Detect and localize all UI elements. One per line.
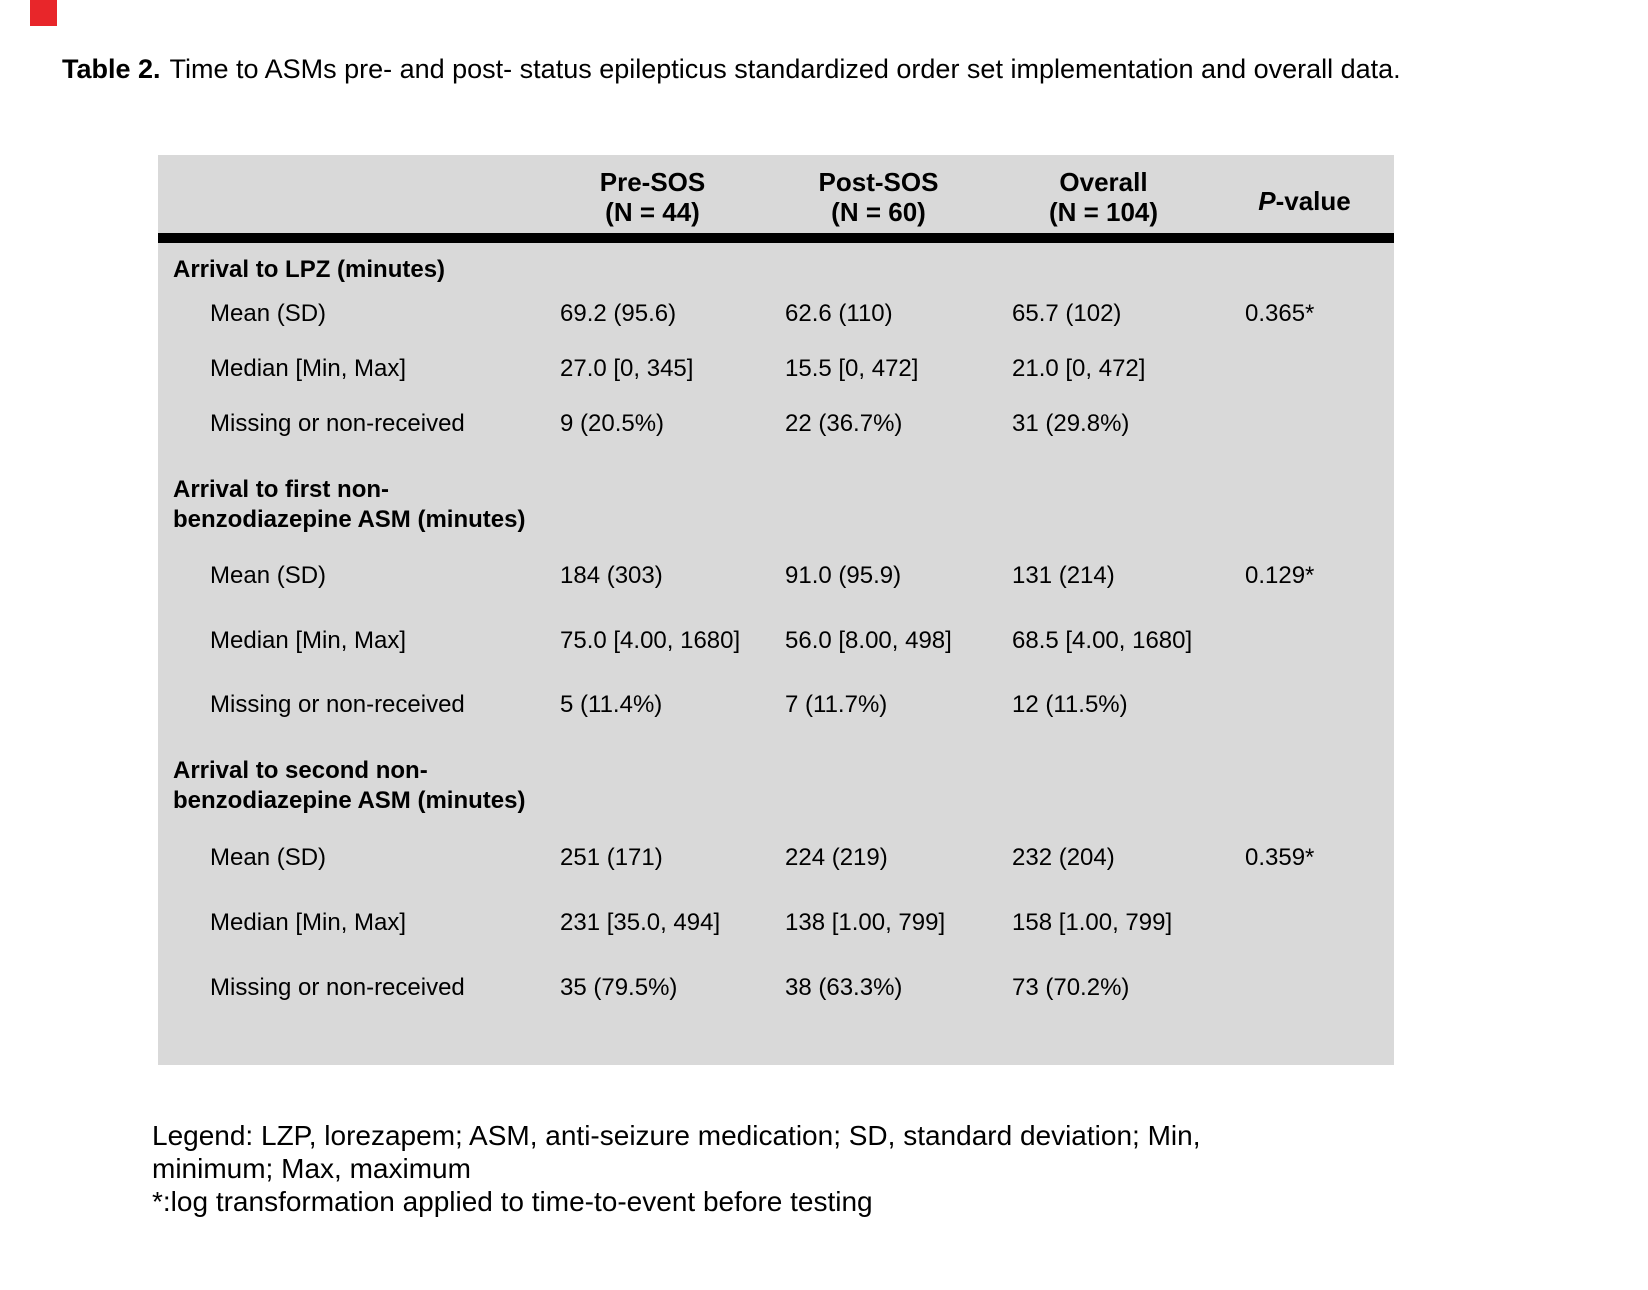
cell-overall: 131 (214): [1012, 562, 1115, 589]
cell-post-sos: 91.0 (95.9): [785, 562, 902, 589]
cell-post-sos: 224 (219): [785, 844, 888, 871]
column-header-pre-sos: Pre-SOS (N = 44): [540, 155, 765, 233]
cell-pvalue: [1215, 411, 1394, 437]
pvalue-rest: -value: [1275, 186, 1351, 216]
table-header-row: Pre-SOS (N = 44) Post-SOS (N = 60) Overa…: [158, 155, 1394, 233]
row-label: Missing or non-received: [210, 410, 465, 437]
cell-pvalue: [1215, 692, 1394, 718]
cell-pre-sos: 27.0 [0, 345]: [560, 355, 694, 382]
cell-pre-sos: 184 (303): [560, 562, 663, 589]
section-title-arrival-lpz: Arrival to LPZ (minutes): [173, 256, 446, 283]
section-title-line2: benzodiazepine ASM (minutes): [173, 506, 526, 533]
table-row: Missing or non-received 9 (20.5%) 22 (36…: [158, 411, 1394, 437]
table-row: Mean (SD) 69.2 (95.6) 62.6 (110) 65.7 (1…: [158, 301, 1394, 327]
table-row: Median [Min, Max] 231 [35.0, 494] 138 [1…: [158, 910, 1394, 936]
table-row: Missing or non-received 5 (11.4%) 7 (11.…: [158, 692, 1394, 718]
cell-post-sos: 7 (11.7%): [785, 691, 888, 718]
row-label: Mean (SD): [210, 300, 327, 327]
cell-pre-sos: 5 (11.4%): [560, 691, 663, 718]
cell-pvalue: 0.129*: [1245, 562, 1315, 589]
cell-pvalue: [1215, 356, 1394, 382]
red-highlight-marker: [30, 0, 57, 26]
cell-pre-sos: 35 (79.5%): [560, 974, 678, 1001]
section-title-first-asm: Arrival to first non- benzodiazepine ASM…: [158, 475, 1394, 535]
column-header-empty: [158, 155, 540, 233]
table-legend: Legend: LZP, lorezapem; ASM, anti-seizur…: [152, 1119, 1452, 1218]
cell-pre-sos: 251 (171): [560, 844, 663, 871]
table-row: Median [Min, Max] 27.0 [0, 345] 15.5 [0,…: [158, 356, 1394, 382]
row-label: Mean (SD): [210, 562, 327, 589]
cell-pre-sos: 75.0 [4.00, 1680]: [560, 627, 741, 654]
column-header-pre-sos-name: Pre-SOS: [599, 167, 706, 197]
legend-line-1: Legend: LZP, lorezapem; ASM, anti-seizur…: [152, 1120, 1201, 1151]
column-header-post-sos-n: (N = 60): [831, 197, 926, 227]
table-body: Arrival to LPZ (minutes) Mean (SD) 69.2 …: [158, 257, 1394, 1001]
cell-post-sos: 62.6 (110): [785, 300, 893, 327]
cell-overall: 158 [1.00, 799]: [1012, 909, 1173, 936]
cell-overall: 68.5 [4.00, 1680]: [1012, 627, 1193, 654]
table-row: Median [Min, Max] 75.0 [4.00, 1680] 56.0…: [158, 628, 1394, 654]
column-header-post-sos-name: Post-SOS: [818, 167, 939, 197]
row-label: Mean (SD): [210, 844, 327, 871]
cell-pvalue: 0.365*: [1245, 300, 1315, 327]
cell-post-sos: 38 (63.3%): [785, 974, 903, 1001]
table-row: Missing or non-received 35 (79.5%) 38 (6…: [158, 975, 1394, 1001]
cell-overall: 31 (29.8%): [1012, 410, 1130, 437]
cell-post-sos: 138 [1.00, 799]: [785, 909, 946, 936]
cell-pvalue: 0.359*: [1245, 844, 1315, 871]
data-table: Pre-SOS (N = 44) Post-SOS (N = 60) Overa…: [158, 155, 1394, 1065]
legend-line-2: minimum; Max, maximum: [152, 1153, 471, 1184]
column-header-pvalue-label: P-value: [1215, 186, 1394, 216]
cell-overall: 21.0 [0, 472]: [1012, 355, 1146, 382]
section-title-line1: Arrival to first non-: [173, 476, 390, 503]
column-header-pvalue: P-value: [1215, 155, 1394, 233]
table-caption: Table 2. Time to ASMs pre- and post- stat…: [62, 54, 1502, 84]
row-label: Median [Min, Max]: [210, 627, 407, 654]
cell-post-sos: 15.5 [0, 472]: [785, 355, 919, 382]
section-title-second-asm: Arrival to second non- benzodiazepine AS…: [158, 756, 1394, 816]
table-row: Mean (SD) 184 (303) 91.0 (95.9) 131 (214…: [158, 563, 1394, 589]
cell-pvalue: [1215, 910, 1394, 936]
cell-overall: 73 (70.2%): [1012, 974, 1130, 1001]
cell-overall: 232 (204): [1012, 844, 1115, 871]
row-label: Missing or non-received: [210, 691, 465, 718]
cell-pre-sos: 9 (20.5%): [560, 410, 665, 437]
cell-overall: 12 (11.5%): [1012, 691, 1128, 718]
table-caption-number: Table 2.: [62, 54, 161, 84]
cell-pvalue: [1215, 975, 1394, 1001]
table-row: Mean (SD) 251 (171) 224 (219) 232 (204) …: [158, 845, 1394, 871]
row-label: Missing or non-received: [210, 974, 465, 1001]
column-header-overall-name: Overall: [1059, 167, 1148, 197]
cell-overall: 65.7 (102): [1012, 300, 1122, 327]
column-header-pre-sos-n: (N = 44): [605, 197, 700, 227]
table-caption-text: Time to ASMs pre- and post- status epile…: [169, 54, 1401, 84]
cell-pre-sos: 69.2 (95.6): [560, 300, 677, 327]
column-header-overall-n: (N = 104): [1048, 197, 1159, 227]
section-title-line1: Arrival to second non-: [173, 757, 428, 784]
pvalue-italic-p: P: [1258, 186, 1276, 216]
cell-pvalue: [1215, 628, 1394, 654]
row-label: Median [Min, Max]: [210, 355, 407, 382]
column-header-post-sos: Post-SOS (N = 60): [765, 155, 992, 233]
section-title-line2: benzodiazepine ASM (minutes): [173, 787, 526, 814]
cell-pre-sos: 231 [35.0, 494]: [560, 909, 721, 936]
column-header-overall: Overall (N = 104): [992, 155, 1215, 233]
cell-post-sos: 56.0 [8.00, 498]: [785, 627, 952, 654]
header-rule: [158, 233, 1394, 243]
cell-post-sos: 22 (36.7%): [785, 410, 903, 437]
legend-line-3: *:log transformation applied to time-to-…: [152, 1186, 873, 1217]
row-label: Median [Min, Max]: [210, 909, 407, 936]
